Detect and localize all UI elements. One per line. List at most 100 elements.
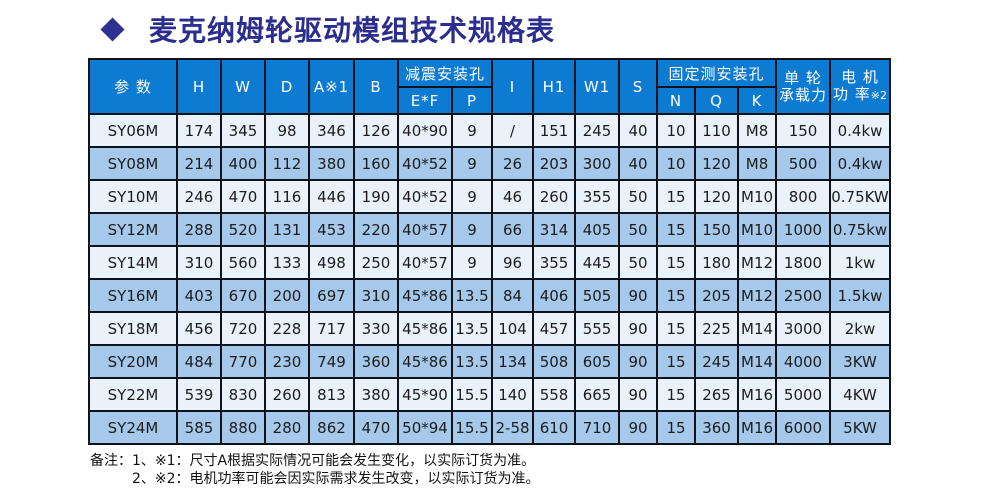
- value-cell: 15.5: [450, 377, 494, 412]
- value-cell: 862: [308, 410, 355, 445]
- value-cell: 558: [532, 377, 577, 412]
- value-cell: 225: [694, 311, 740, 346]
- value-cell: 245: [694, 344, 740, 379]
- value-cell: 310: [353, 278, 399, 313]
- model-cell: SY08M: [88, 146, 178, 181]
- table-row: SY12M 288 520 131 453 220 40*57 9 66 314 405 50 15 15…: [88, 212, 892, 247]
- value-cell: 15.5: [450, 410, 494, 445]
- value-cell: 246: [176, 179, 222, 214]
- value-cell: 555: [574, 311, 621, 346]
- spec-table: 参 数 H W D A※1 B 减震安装孔 I H1 W1 S 固定测安装孔 单…: [88, 58, 892, 445]
- value-cell: 45*86: [397, 311, 453, 346]
- value-cell: 457: [532, 311, 577, 346]
- value-cell: 45*90: [397, 377, 453, 412]
- value-cell: 355: [532, 245, 577, 280]
- value-cell: 665: [574, 377, 621, 412]
- value-cell: 585: [176, 410, 222, 445]
- value-cell: 6000: [775, 410, 832, 445]
- value-cell: 403: [176, 278, 222, 313]
- value-cell: M16: [737, 377, 778, 412]
- value-cell: 90: [618, 344, 659, 379]
- value-cell: 9: [450, 113, 494, 148]
- value-cell: 5000: [775, 377, 832, 412]
- value-cell: 13.5: [450, 344, 494, 379]
- motor-power-note: ※2: [870, 89, 888, 102]
- table-row: SY14M 310 560 133 498 250 40*57 9 96 355 445 50 15 18…: [88, 245, 892, 280]
- spec-table-body: SY06M 174 345 98 346 126 40*90 9/151 245 40 10 110 M…: [88, 113, 892, 445]
- value-cell: 265: [694, 377, 740, 412]
- col-header-w: W: [220, 58, 266, 115]
- value-cell: 446: [308, 179, 355, 214]
- model-cell: SY22M: [88, 377, 178, 412]
- value-cell: 813: [308, 377, 355, 412]
- col-header-i: I: [491, 58, 535, 115]
- value-cell: 300: [574, 146, 621, 181]
- value-cell: 90: [618, 278, 659, 313]
- spec-table-container: 参 数 H W D A※1 B 减震安装孔 I H1 W1 S 固定测安装孔 单…: [88, 58, 986, 445]
- col-header-k: K: [737, 86, 778, 115]
- motor-power-line2: 功 率: [833, 85, 871, 103]
- value-cell: 484: [176, 344, 222, 379]
- wheel-load-line2: 承载力: [779, 85, 828, 104]
- value-cell: 520: [220, 212, 266, 247]
- value-cell: 45*86: [397, 344, 453, 379]
- col-header-param: 参 数: [88, 58, 178, 115]
- value-cell: M8: [737, 113, 778, 148]
- note-line-1: 1、※1：尺寸A根据实际情况可能会发生变化，以实际订货为准。: [132, 453, 536, 469]
- value-cell: M16: [737, 410, 778, 445]
- value-cell: 133: [264, 245, 310, 280]
- value-cell: 380: [353, 377, 399, 412]
- col-group-shock-mount: 减震安装孔: [396, 58, 494, 88]
- value-cell: 345: [220, 113, 266, 148]
- col-header-p: P: [450, 86, 494, 115]
- value-cell: 174: [176, 113, 222, 148]
- value-cell: 770: [220, 344, 266, 379]
- value-cell: 26: [491, 146, 535, 181]
- value-cell: 160: [353, 146, 399, 181]
- value-cell: 710: [574, 410, 621, 445]
- value-cell: 15: [656, 311, 697, 346]
- value-cell: 90: [618, 311, 659, 346]
- value-cell: 112: [264, 146, 310, 181]
- value-cell: 400: [220, 146, 266, 181]
- value-cell: 90: [618, 377, 659, 412]
- value-cell: 260: [532, 179, 577, 214]
- value-cell: 220: [353, 212, 399, 247]
- value-cell: 2-58: [491, 410, 535, 445]
- value-cell: 1800: [775, 245, 832, 280]
- value-cell: 104: [491, 311, 535, 346]
- value-cell: 670: [220, 278, 266, 313]
- value-cell: 150: [694, 212, 740, 247]
- value-cell: 697: [308, 278, 355, 313]
- value-cell: 46: [491, 179, 535, 214]
- table-row: SY10M 246 470 116 446 190 40*52 9 46 260 355 50 15 12…: [88, 179, 892, 214]
- value-cell: 280: [264, 410, 310, 445]
- value-cell: 9: [450, 212, 494, 247]
- value-cell: 180: [694, 245, 740, 280]
- value-cell: 110: [694, 113, 740, 148]
- table-row: SY22M 539 830 260 813 380 45*90 15.5 140 558 665 90…: [88, 377, 892, 412]
- value-cell: 10: [656, 146, 697, 181]
- col-header-q: Q: [694, 86, 740, 115]
- col-header-h: H: [176, 58, 222, 115]
- model-cell: SY24M: [88, 410, 178, 445]
- value-cell: 539: [176, 377, 222, 412]
- col-header-d: D: [264, 58, 310, 115]
- value-cell: M10: [737, 212, 778, 247]
- model-cell: SY16M: [88, 278, 178, 313]
- value-cell: 15: [656, 344, 697, 379]
- value-cell: 40*52: [397, 179, 453, 214]
- model-cell: SY14M: [88, 245, 178, 280]
- value-cell: 15: [656, 377, 697, 412]
- col-header-ef: E*F: [397, 86, 453, 115]
- value-cell: 355: [574, 179, 621, 214]
- value-cell: 445: [574, 245, 621, 280]
- notes-label: 备注：: [90, 453, 132, 469]
- value-cell: 150: [775, 113, 832, 148]
- value-cell: 453: [308, 212, 355, 247]
- value-cell: 0.4kw: [829, 146, 892, 181]
- value-cell: 4KW: [829, 377, 892, 412]
- value-cell: 230: [264, 344, 310, 379]
- value-cell: 360: [694, 410, 740, 445]
- value-cell: 66: [491, 212, 535, 247]
